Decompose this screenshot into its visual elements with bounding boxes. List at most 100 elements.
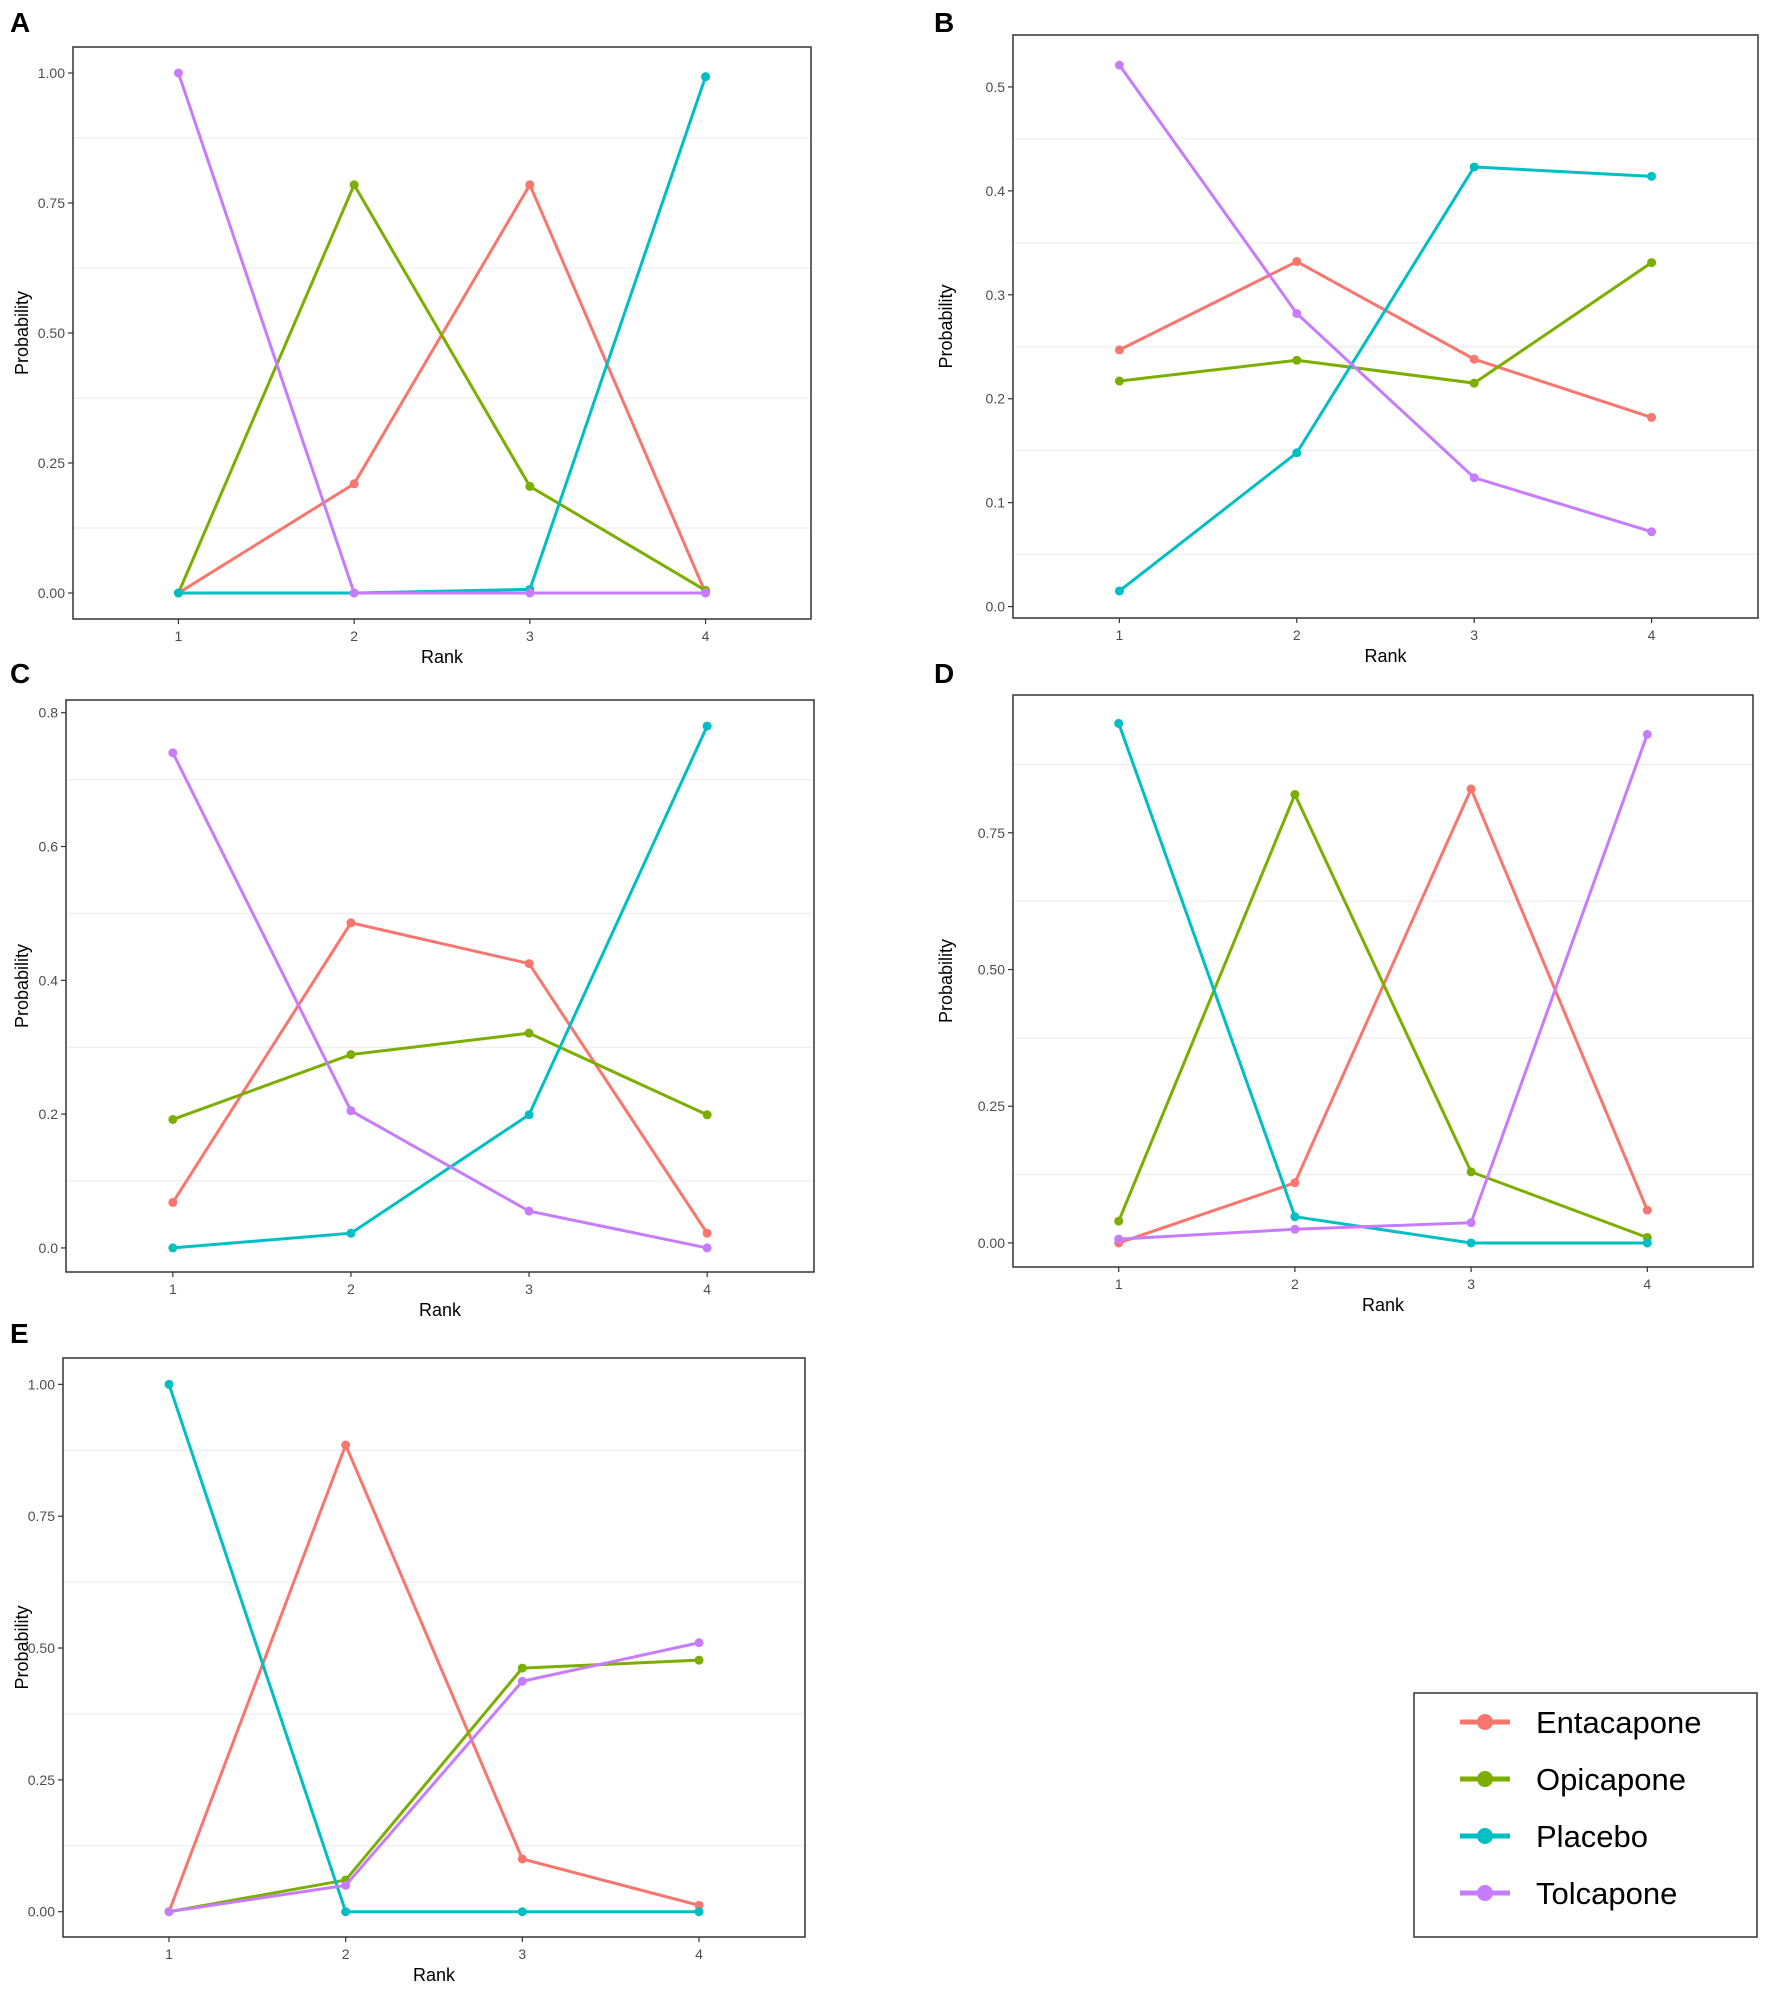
data-point (1642, 1238, 1652, 1248)
data-point (346, 1106, 356, 1116)
data-point (173, 68, 183, 78)
x-tick-label: 3 (525, 1281, 533, 1297)
x-tick-label: 1 (1116, 627, 1124, 643)
y-tick-label: 0.0 (986, 599, 1006, 615)
data-point (346, 1228, 356, 1238)
x-tick-label: 2 (1293, 627, 1301, 643)
data-point (694, 1900, 704, 1910)
panel-A: A 0.00 0.25 0.50 0.75 1.00 1 2 3 4 Rank Probability (10, 7, 812, 667)
series-line (178, 76, 707, 595)
data-point (1290, 1224, 1300, 1234)
series-placebo (1114, 162, 1657, 596)
y-tick-label: 0.6 (39, 839, 59, 855)
data-point (346, 1050, 356, 1060)
data-point (168, 1114, 178, 1124)
y-tick-label: 1.00 (38, 65, 65, 81)
x-axis-title: Rank (1362, 1295, 1405, 1315)
x-tick-label: 4 (1648, 627, 1656, 643)
data-point (1642, 1205, 1652, 1215)
x-tick-label: 1 (169, 1281, 177, 1297)
data-point (1290, 1178, 1300, 1188)
series-line (1118, 64, 1653, 534)
series-line (167, 1440, 700, 1913)
y-tick-label: 0.1 (986, 495, 1006, 511)
legend-label: Placebo (1536, 1819, 1648, 1854)
legend-label: Tolcapone (1536, 1876, 1677, 1911)
x-tick-label: 3 (518, 1946, 526, 1962)
data-point (168, 748, 178, 758)
y-tick-label: 0.8 (39, 705, 59, 721)
y-tick-label: 0.25 (38, 455, 65, 471)
series-tolcapone (1114, 729, 1652, 1244)
series-line (177, 181, 707, 595)
y-tick-label: 0.5 (986, 79, 1006, 95)
x-tick-label: 4 (695, 1946, 703, 1962)
series-entacapone (1114, 784, 1652, 1248)
legend-box (1413, 1692, 1758, 1938)
data-point (525, 481, 535, 491)
panel-label: E (10, 1318, 29, 1349)
data-point (1466, 1238, 1476, 1248)
series-tolcapone (1114, 60, 1657, 537)
data-point (1114, 1216, 1124, 1226)
data-point (1466, 1218, 1476, 1228)
plot-border (1012, 694, 1754, 1268)
panel-label: D (934, 658, 954, 689)
legend-key-point (1477, 1828, 1493, 1844)
data-point (1469, 162, 1479, 172)
data-point (701, 588, 711, 598)
data-point (517, 1676, 527, 1686)
y-axis-title: Probability (12, 1605, 32, 1689)
legend-key-point (1477, 1885, 1493, 1901)
plot-border (1012, 34, 1759, 619)
series-opicapone (173, 180, 711, 598)
data-point (1292, 448, 1302, 458)
series-entacapone (173, 180, 711, 598)
data-point (1290, 790, 1300, 800)
series-entacapone (168, 918, 712, 1238)
panel-label: B (934, 7, 954, 38)
panel-E: E 0.00 0.25 0.50 0.75 1.00 1 2 3 4 Rank Probability (10, 1318, 806, 1985)
x-axis-title: Rank (419, 1300, 462, 1320)
y-tick-label: 0.4 (986, 183, 1006, 199)
data-point (525, 588, 535, 598)
data-point (1647, 258, 1657, 268)
series-line (1117, 722, 1648, 1245)
x-tick-label: 1 (1115, 1276, 1123, 1292)
y-tick-label: 0.75 (28, 1508, 55, 1524)
x-tick-label: 4 (1643, 1276, 1651, 1292)
y-tick-label: 0.3 (986, 287, 1006, 303)
data-point (1647, 527, 1657, 537)
series-line (171, 752, 708, 1250)
x-tick-label: 3 (526, 628, 534, 644)
data-point (702, 1228, 712, 1238)
y-tick-label: 0.25 (978, 1098, 1005, 1114)
data-point (1469, 378, 1479, 388)
legend-label: Entacapone (1536, 1705, 1701, 1740)
data-point (1114, 1234, 1124, 1244)
data-point (341, 1880, 351, 1890)
x-tick-label: 3 (1467, 1276, 1475, 1292)
data-point (524, 959, 534, 969)
series-line (167, 1383, 699, 1914)
series-line (1118, 165, 1652, 593)
y-tick-label: 0.50 (38, 325, 65, 341)
y-axis-title: Probability (936, 284, 956, 368)
data-point (1292, 355, 1302, 365)
series-line (177, 181, 707, 594)
y-axis-title: Probability (936, 939, 956, 1023)
series-line (168, 1641, 700, 1914)
data-point (524, 1028, 534, 1038)
y-axis-title: Probability (12, 944, 32, 1028)
data-point (1114, 718, 1124, 728)
series-line (168, 1658, 700, 1914)
data-point (349, 180, 359, 190)
series-opicapone (1114, 258, 1657, 388)
data-point (1469, 354, 1479, 364)
data-point (524, 1110, 534, 1120)
series-tolcapone (164, 1638, 704, 1917)
series-entacapone (164, 1440, 704, 1917)
data-point (1292, 257, 1302, 267)
legend-item-placebo: Placebo (1460, 1819, 1648, 1854)
